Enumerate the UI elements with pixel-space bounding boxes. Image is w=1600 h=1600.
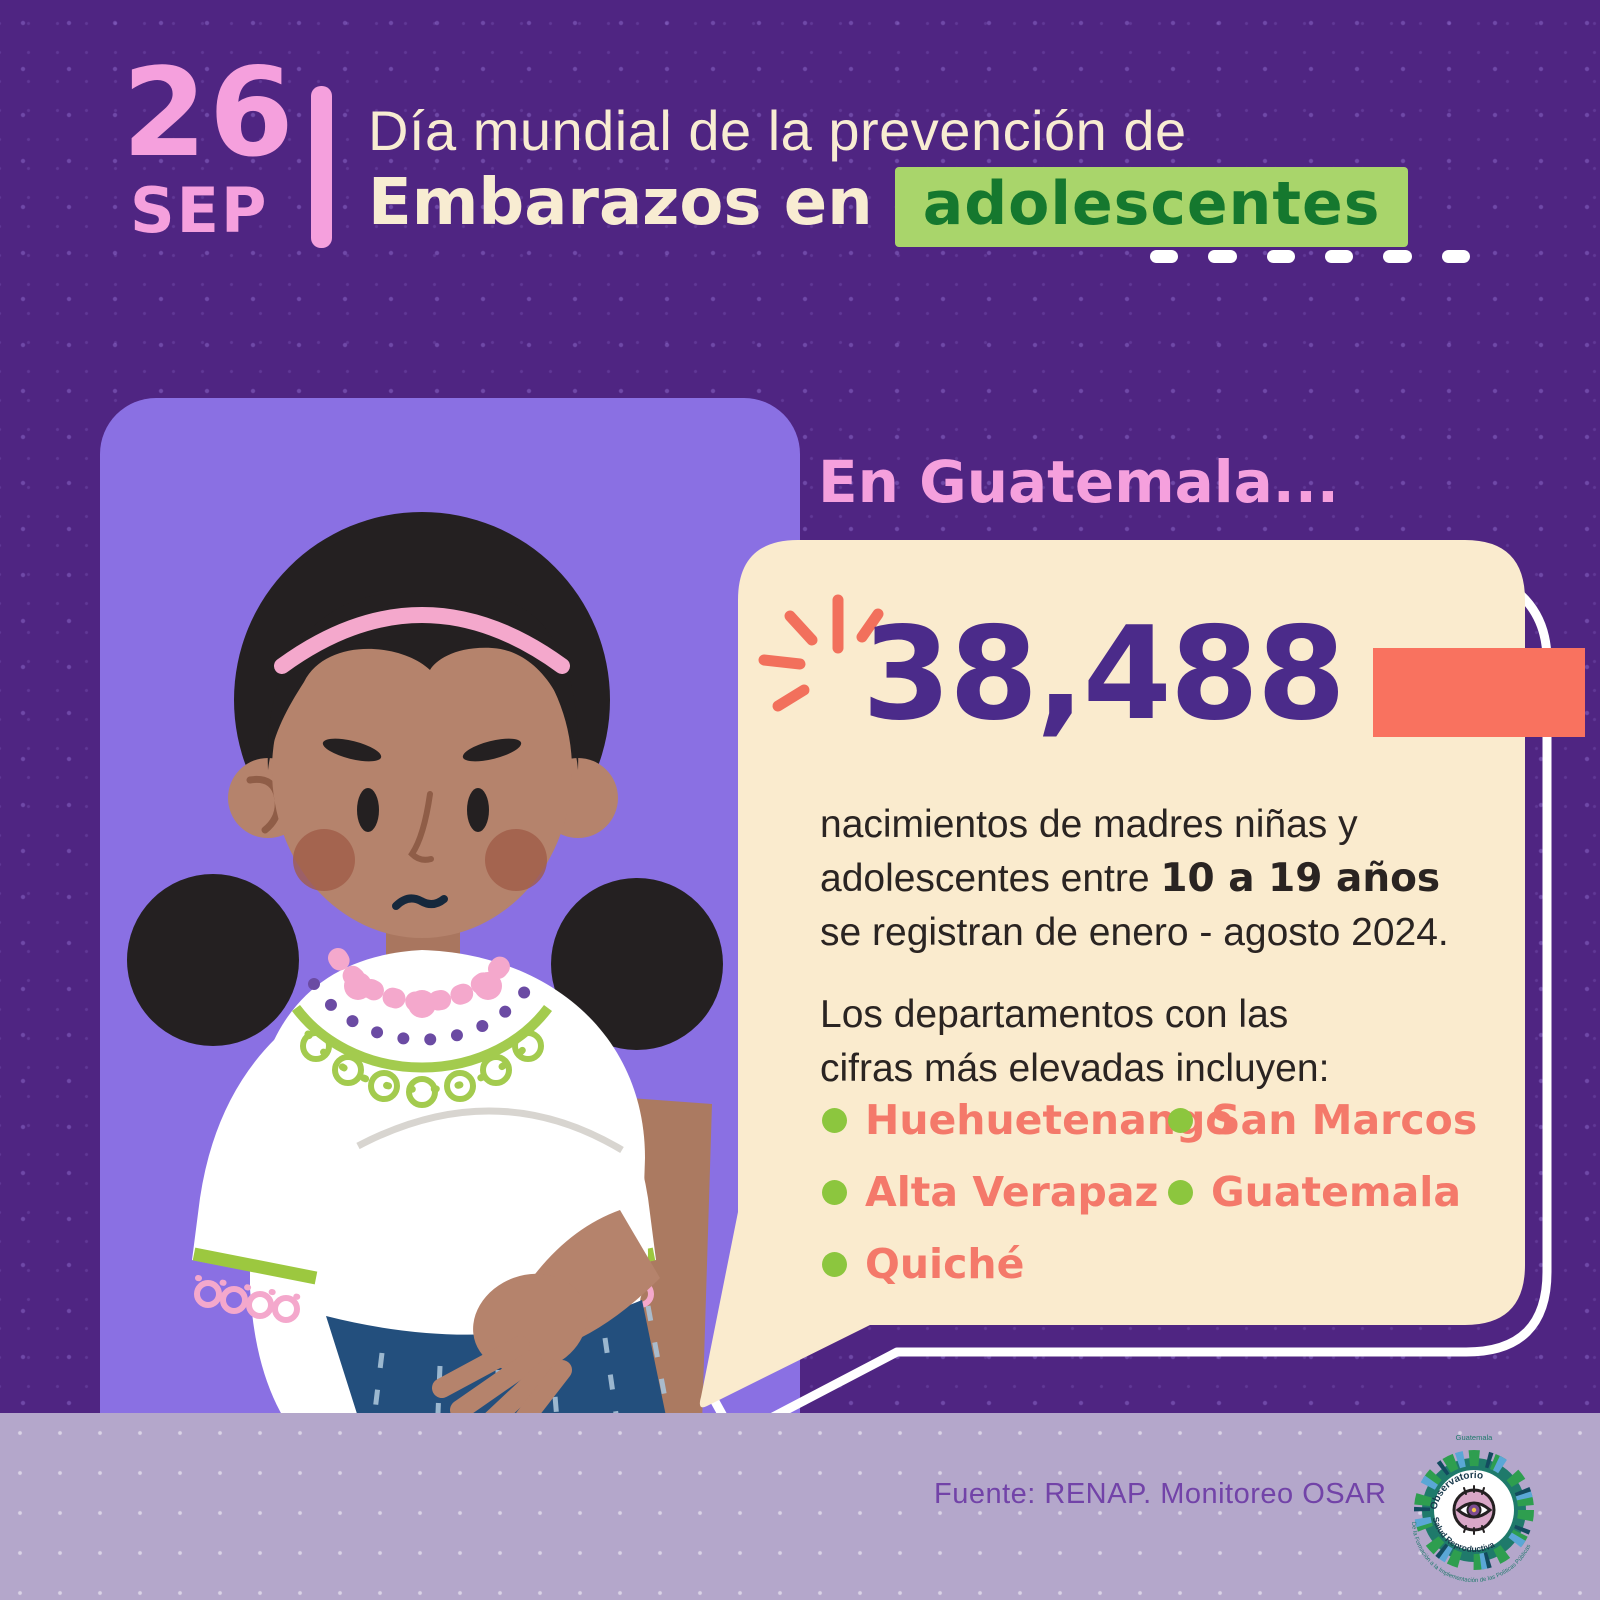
starburst-icon [758, 594, 884, 712]
stat-paragraph: nacimientos de madres niñas y adolescent… [820, 798, 1449, 959]
source-text: Fuente: RENAP. Monitoreo OSAR [934, 1478, 1387, 1510]
accent-tab [1373, 648, 1585, 737]
section-heading: En Guatemala... [818, 448, 1339, 516]
departments-column-2: San Marcos Guatemala [1168, 1096, 1477, 1216]
dashed-line-decoration [1150, 250, 1470, 264]
header-divider-bar [311, 86, 332, 248]
stat-paragraph-line3: se registran de enero - agosto 2024. [820, 910, 1449, 954]
bullet-icon [822, 1107, 847, 1133]
departments-intro: Los departamentos con las cifras más ele… [820, 993, 1330, 1090]
stat-number: 38,488 [862, 600, 1346, 749]
list-item: San Marcos [1168, 1096, 1477, 1144]
list-item: Quiché [822, 1240, 1233, 1288]
list-item: Alta Verapaz [822, 1168, 1233, 1216]
bullet-icon [1168, 1107, 1193, 1133]
footer-bar [0, 1413, 1600, 1600]
logo-country-label: Guatemala [1456, 1433, 1494, 1442]
bullet-icon [1168, 1179, 1193, 1205]
bullet-icon [822, 1179, 847, 1205]
stat-paragraph-bold: 10 a 19 años [1160, 855, 1441, 901]
title-highlight: adolescentes [894, 167, 1409, 247]
osar-observatorio-logo: Observatorio Salud Reproductiva De la Fo… [1410, 1433, 1534, 1584]
illustration-panel [100, 398, 800, 1600]
date-month: SEP [130, 174, 269, 247]
stat-paragraph-line1: nacimientos de madres niñas y [820, 803, 1358, 846]
date-day: 26 [122, 42, 296, 184]
stat-paragraph-line2: adolescentes entre [820, 856, 1161, 900]
title-line2: Embarazos en adolescentes [368, 166, 1409, 247]
title-line1: Día mundial de la prevención de [368, 99, 1187, 162]
bullet-icon [822, 1251, 847, 1277]
bubble-body [699, 540, 1525, 1408]
title-line2-bold: Embarazos en [368, 166, 873, 240]
pregnant-girl-illustration [127, 512, 723, 1600]
list-item: Guatemala [1168, 1168, 1477, 1216]
footer-texture [0, 1413, 1600, 1600]
